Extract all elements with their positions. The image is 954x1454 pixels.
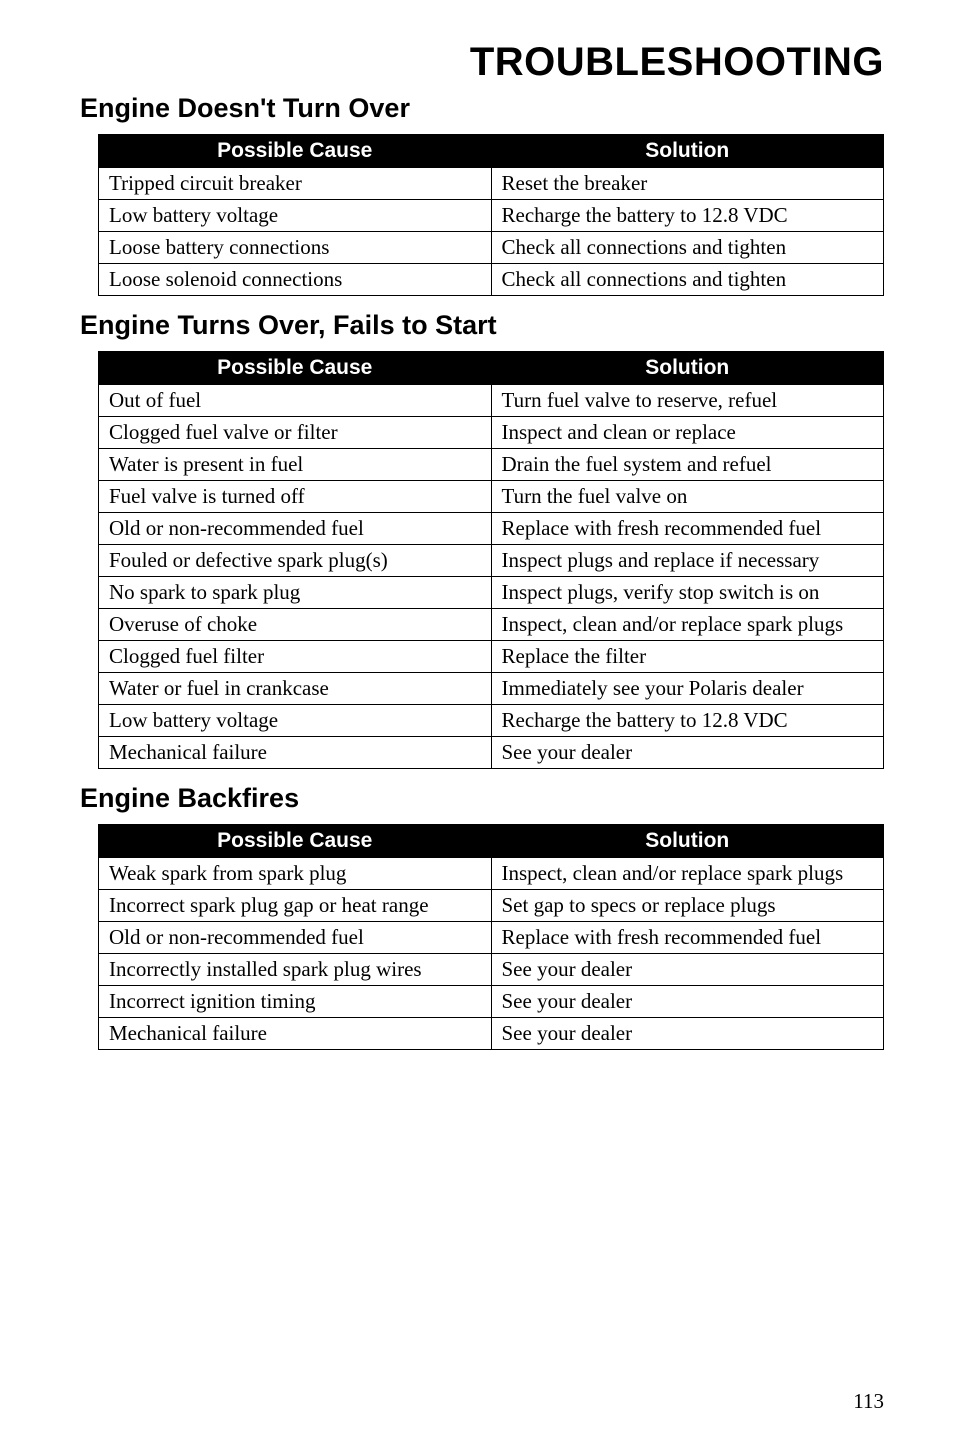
cell-solution: Replace with fresh recommended fuel [491,513,884,545]
cell-solution: See your dealer [491,954,884,986]
table-engine-turns-over-fails: Possible Cause Solution Out of fuelTurn … [98,351,884,769]
cell-solution: Inspect, clean and/or replace spark plug… [491,609,884,641]
table-header-row: Possible Cause Solution [99,135,884,168]
table-row: Water or fuel in crankcaseImmediately se… [99,673,884,705]
table-engine-doesnt-turn-over: Possible Cause Solution Tripped circuit … [98,134,884,296]
cell-solution: Turn the fuel valve on [491,481,884,513]
table-row: Out of fuelTurn fuel valve to reserve, r… [99,385,884,417]
cell-cause: Overuse of choke [99,609,492,641]
table-header-row: Possible Cause Solution [99,352,884,385]
table-row: Fuel valve is turned offTurn the fuel va… [99,481,884,513]
cell-cause: Tripped circuit breaker [99,168,492,200]
cell-solution: Inspect, clean and/or replace spark plug… [491,858,884,890]
table-row: Old or non-recommended fuelReplace with … [99,513,884,545]
table-engine-backfires: Possible Cause Solution Weak spark from … [98,824,884,1050]
header-possible-cause: Possible Cause [99,352,492,385]
header-solution: Solution [491,352,884,385]
table-row: Incorrect ignition timingSee your dealer [99,986,884,1018]
cell-cause: Loose solenoid connections [99,264,492,296]
cell-cause: Clogged fuel filter [99,641,492,673]
cell-cause: Loose battery connections [99,232,492,264]
cell-cause: Clogged fuel valve or filter [99,417,492,449]
header-possible-cause: Possible Cause [99,135,492,168]
cell-solution: Reset the breaker [491,168,884,200]
main-title: TROUBLESHOOTING [80,40,884,85]
table-row: Loose solenoid connectionsCheck all conn… [99,264,884,296]
cell-solution: See your dealer [491,986,884,1018]
cell-solution: Inspect plugs, verify stop switch is on [491,577,884,609]
cell-solution: Check all connections and tighten [491,232,884,264]
section-title-2: Engine Turns Over, Fails to Start [80,310,884,341]
cell-cause: Old or non-recommended fuel [99,513,492,545]
table-row: Water is present in fuelDrain the fuel s… [99,449,884,481]
cell-cause: Incorrect spark plug gap or heat range [99,890,492,922]
cell-cause: Water or fuel in crankcase [99,673,492,705]
cell-cause: Out of fuel [99,385,492,417]
cell-solution: Set gap to specs or replace plugs [491,890,884,922]
cell-solution: See your dealer [491,1018,884,1050]
cell-solution: Drain the fuel system and refuel [491,449,884,481]
table-row: Weak spark from spark plugInspect, clean… [99,858,884,890]
cell-cause: Fouled or defective spark plug(s) [99,545,492,577]
table-row: Mechanical failureSee your dealer [99,1018,884,1050]
section-title-3: Engine Backfires [80,783,884,814]
table-row: Loose battery connectionsCheck all conne… [99,232,884,264]
table-row: Tripped circuit breakerReset the breaker [99,168,884,200]
section-title-1: Engine Doesn't Turn Over [80,93,884,124]
cell-cause: Incorrectly installed spark plug wires [99,954,492,986]
cell-solution: Immediately see your Polaris dealer [491,673,884,705]
table-row: Low battery voltageRecharge the battery … [99,200,884,232]
table-row: Incorrect spark plug gap or heat rangeSe… [99,890,884,922]
table-row: Mechanical failureSee your dealer [99,737,884,769]
table-row: Overuse of chokeInspect, clean and/or re… [99,609,884,641]
table-row: Clogged fuel filterReplace the filter [99,641,884,673]
cell-cause: Weak spark from spark plug [99,858,492,890]
cell-solution: Replace with fresh recommended fuel [491,922,884,954]
cell-cause: Mechanical failure [99,1018,492,1050]
cell-cause: Fuel valve is turned off [99,481,492,513]
cell-cause: Mechanical failure [99,737,492,769]
header-solution: Solution [491,135,884,168]
table-row: Low battery voltageRecharge the battery … [99,705,884,737]
cell-cause: No spark to spark plug [99,577,492,609]
table-row: Incorrectly installed spark plug wiresSe… [99,954,884,986]
cell-cause: Water is present in fuel [99,449,492,481]
table-row: Fouled or defective spark plug(s)Inspect… [99,545,884,577]
cell-solution: Check all connections and tighten [491,264,884,296]
table-row: No spark to spark plugInspect plugs, ver… [99,577,884,609]
page-number: 113 [853,1389,884,1414]
table-header-row: Possible Cause Solution [99,825,884,858]
table-row: Clogged fuel valve or filterInspect and … [99,417,884,449]
cell-solution: Replace the filter [491,641,884,673]
header-possible-cause: Possible Cause [99,825,492,858]
table-row: Old or non-recommended fuelReplace with … [99,922,884,954]
cell-solution: Inspect plugs and replace if necessary [491,545,884,577]
cell-cause: Low battery voltage [99,200,492,232]
cell-solution: Recharge the battery to 12.8 VDC [491,200,884,232]
cell-solution: Inspect and clean or replace [491,417,884,449]
header-solution: Solution [491,825,884,858]
cell-cause: Old or non-recommended fuel [99,922,492,954]
cell-solution: Turn fuel valve to reserve, refuel [491,385,884,417]
cell-cause: Incorrect ignition timing [99,986,492,1018]
cell-cause: Low battery voltage [99,705,492,737]
cell-solution: See your dealer [491,737,884,769]
cell-solution: Recharge the battery to 12.8 VDC [491,705,884,737]
